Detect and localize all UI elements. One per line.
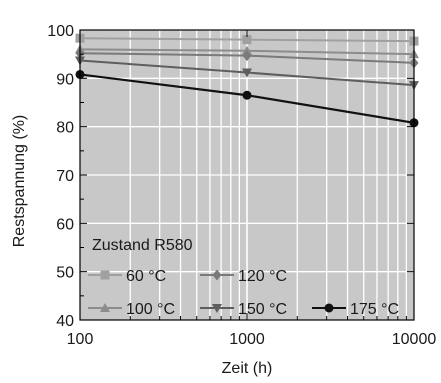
legend-title: Zustand R580 (92, 237, 193, 254)
y-tick-label: 50 (56, 265, 74, 282)
legend-marker (324, 303, 334, 313)
y-tick-label: 70 (56, 168, 74, 185)
x-axis-title: Zeit (h) (222, 360, 273, 377)
legend-marker (212, 304, 222, 313)
legend-marker (212, 269, 222, 281)
legend-label: 120 °C (238, 268, 287, 285)
legend-label: 100 °C (126, 301, 175, 318)
y-tick-label: 90 (56, 71, 74, 88)
legend-label: 175 °C (350, 301, 399, 318)
legend-entry: 60 °C (88, 268, 166, 285)
x-tick-label: 100 (67, 331, 94, 348)
data-point (242, 50, 252, 62)
legend-marker (100, 303, 110, 312)
data-point (242, 90, 252, 100)
x-tick-label: 1000 (229, 331, 265, 348)
y-tick-label: 100 (47, 23, 74, 40)
legend-entry: 100 °C (88, 301, 175, 318)
data-point (242, 35, 252, 45)
y-tick-label: 80 (56, 120, 74, 137)
legend-label: 60 °C (126, 268, 166, 285)
legend-entry: 120 °C (200, 268, 287, 285)
legend-label: 150 °C (238, 301, 287, 318)
data-point (242, 68, 252, 78)
legend-entry: 175 °C (312, 301, 399, 318)
grid-layer (80, 30, 414, 320)
x-tick-label: 10000 (392, 331, 437, 348)
axis-layer: 100 1000 10000 40 50 60 70 80 90 100 (47, 23, 436, 348)
y-axis-title: Restspannung (%) (11, 115, 28, 248)
y-tick-label: 40 (56, 313, 74, 330)
legend-marker (100, 270, 110, 280)
legend: 60 °C 120 °C 100 °C 150 °C 175 °C (88, 268, 399, 318)
y-tick-label: 60 (56, 216, 74, 233)
legend-entry: 150 °C (200, 301, 287, 318)
